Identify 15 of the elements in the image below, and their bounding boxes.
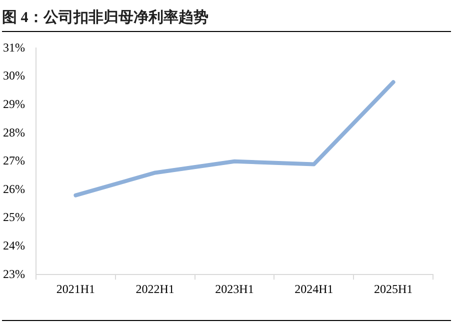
x-tick-label: 2021H1 [56, 282, 96, 296]
y-tick-label: 25% [2, 210, 25, 224]
y-tick-label: 30% [2, 68, 25, 83]
y-tick-label: 27% [2, 154, 25, 168]
y-tick-label: 24% [2, 238, 25, 252]
x-tick-label: 2023H1 [215, 282, 254, 296]
x-tick-label: 2022H1 [136, 282, 174, 296]
y-tick-label: 26% [2, 182, 25, 196]
x-tick-label: 2024H1 [294, 282, 334, 296]
chart-title: 图 4：公司扣非归母净利率趋势 [1, 8, 210, 28]
y-tick-label: 29% [2, 96, 25, 111]
y-tick-label: 31% [2, 40, 25, 54]
y-tick-label: 23% [2, 266, 25, 281]
x-tick-label: 2025H1 [374, 282, 413, 296]
y-tick-label: 28% [2, 125, 25, 140]
